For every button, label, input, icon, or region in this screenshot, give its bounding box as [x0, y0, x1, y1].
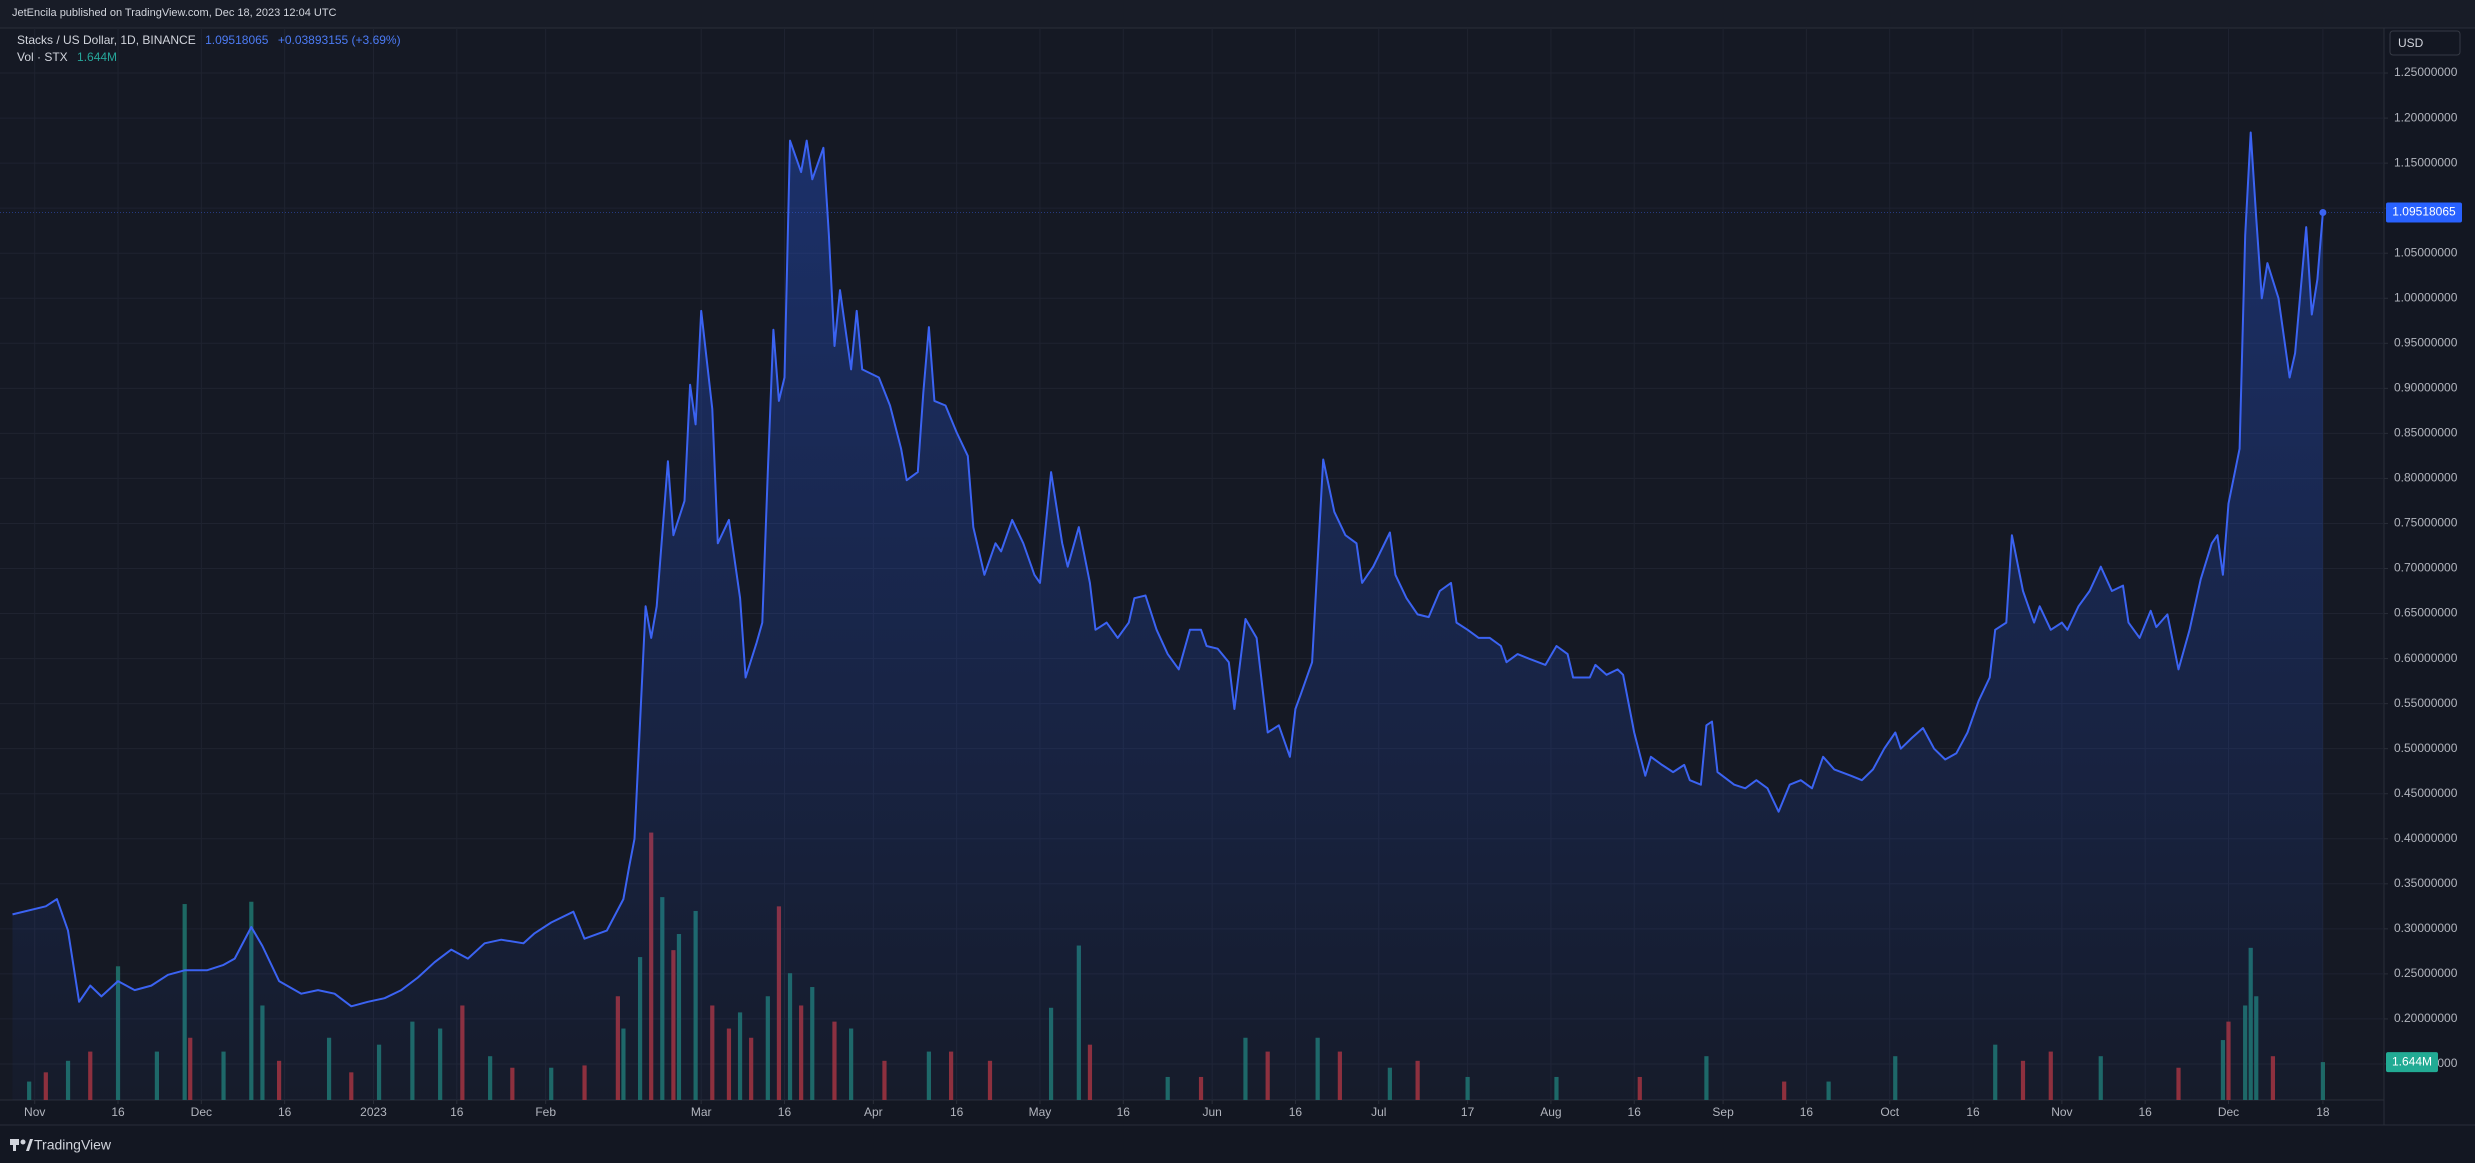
y-tick-label: 0.25000000	[2394, 966, 2458, 980]
volume-legend: Vol · STX 1.644M	[17, 50, 123, 64]
y-tick-label: 0.85000000	[2394, 426, 2458, 440]
x-tick-label: 16	[278, 1105, 292, 1119]
y-tick-label: 0.65000000	[2394, 606, 2458, 620]
x-tick-label: 16	[950, 1105, 964, 1119]
logo-part	[13, 1145, 16, 1151]
y-tick-label: 1.05000000	[2394, 245, 2458, 259]
x-tick-label: 2023	[360, 1105, 387, 1119]
x-tick-label: 18	[2316, 1105, 2330, 1119]
logo-part	[20, 1139, 26, 1145]
x-tick-label: Mar	[691, 1105, 712, 1119]
x-tick-label: 16	[450, 1105, 464, 1119]
y-tick-label: 0.60000000	[2394, 651, 2458, 665]
x-tick-label: Dec	[2218, 1105, 2239, 1119]
x-tick-label: Nov	[2051, 1105, 2072, 1119]
x-tick-label: Jul	[1371, 1105, 1386, 1119]
volume-bar	[2320, 1062, 2326, 1100]
brand-label: TradingView	[34, 1137, 112, 1153]
x-tick-label: May	[1029, 1105, 1052, 1119]
y-tick-label: 0.45000000	[2394, 786, 2458, 800]
y-tick-label: 0.30000000	[2394, 921, 2458, 935]
x-tick-label: 16	[1966, 1105, 1980, 1119]
x-tick-label: 17	[1461, 1105, 1475, 1119]
currency-box[interactable]	[2389, 30, 2461, 56]
volume-value: 1.644M	[77, 50, 118, 64]
y-tick-label: 0.80000000	[2394, 471, 2458, 485]
x-tick-label: 16	[1289, 1105, 1303, 1119]
last-price-badge	[2386, 202, 2462, 223]
x-tick-label: 16	[1117, 1105, 1131, 1119]
logo-part	[26, 1139, 33, 1151]
y-tick-label: 1.20000000	[2394, 110, 2458, 124]
logo-part	[10, 1139, 19, 1145]
volume-title: Vol · STX	[17, 50, 68, 64]
tradingview-logo	[10, 1139, 33, 1151]
volume-badge	[2386, 1052, 2438, 1073]
x-tick-label: Apr	[864, 1105, 883, 1119]
y-tick-label: 1.25000000	[2394, 65, 2458, 79]
y-tick-label: 1.00000000	[2394, 290, 2458, 304]
y-tick-label: 0.90000000	[2394, 381, 2458, 395]
y-tick-label: 0.70000000	[2394, 561, 2458, 575]
volume-badge-label: 1.644M	[2392, 1054, 2432, 1068]
top-bar	[0, 0, 2475, 28]
axes: 0.150000000.200000000.250000000.30000000…	[24, 65, 2462, 1119]
x-tick-label: 16	[1800, 1105, 1814, 1119]
currency-label: USD	[2398, 36, 2424, 50]
y-tick-label: 1.15000000	[2394, 155, 2458, 169]
y-tick-label: 0.55000000	[2394, 696, 2458, 710]
publisher: JetEncila published on TradingView.com, …	[12, 7, 337, 19]
x-tick-label: Nov	[24, 1105, 45, 1119]
y-tick-label: 0.20000000	[2394, 1011, 2458, 1025]
x-tick-label: 16	[111, 1105, 125, 1119]
y-tick-label: 0.40000000	[2394, 831, 2458, 845]
publisher-line: JetEncila published on TradingView.com, …	[12, 7, 343, 19]
y-tick-label: 0.35000000	[2394, 876, 2458, 890]
last-point	[2319, 209, 2327, 217]
price-line	[12, 131, 2324, 1008]
x-tick-label: Aug	[1540, 1105, 1561, 1119]
y-tick-label: 0.75000000	[2394, 516, 2458, 530]
price-change: +0.03893155 (+3.69%)	[277, 33, 401, 47]
symbol: Stacks / US Dollar, 1D, BINANCE	[17, 33, 196, 47]
x-tick-label: 16	[778, 1105, 792, 1119]
last-price-label: 1.09518065	[2392, 205, 2456, 219]
last-price-legend: 1.09518065	[205, 33, 269, 47]
x-tick-label: Feb	[535, 1105, 556, 1119]
y-tick-label: 0.50000000	[2394, 741, 2458, 755]
price-area	[12, 132, 2323, 1100]
y-tick-label: 0.95000000	[2394, 335, 2458, 349]
x-tick-label: Dec	[191, 1105, 212, 1119]
x-tick-label: Jun	[1202, 1105, 1221, 1119]
x-tick-label: Sep	[1712, 1105, 1734, 1119]
x-tick-label: 16	[2139, 1105, 2153, 1119]
symbol-legend: Stacks / US Dollar, 1D, BINANCE 1.095180…	[17, 33, 407, 47]
price-series	[0, 131, 2384, 1100]
x-tick-label: Oct	[1880, 1105, 1899, 1119]
x-tick-label: 16	[1628, 1105, 1642, 1119]
